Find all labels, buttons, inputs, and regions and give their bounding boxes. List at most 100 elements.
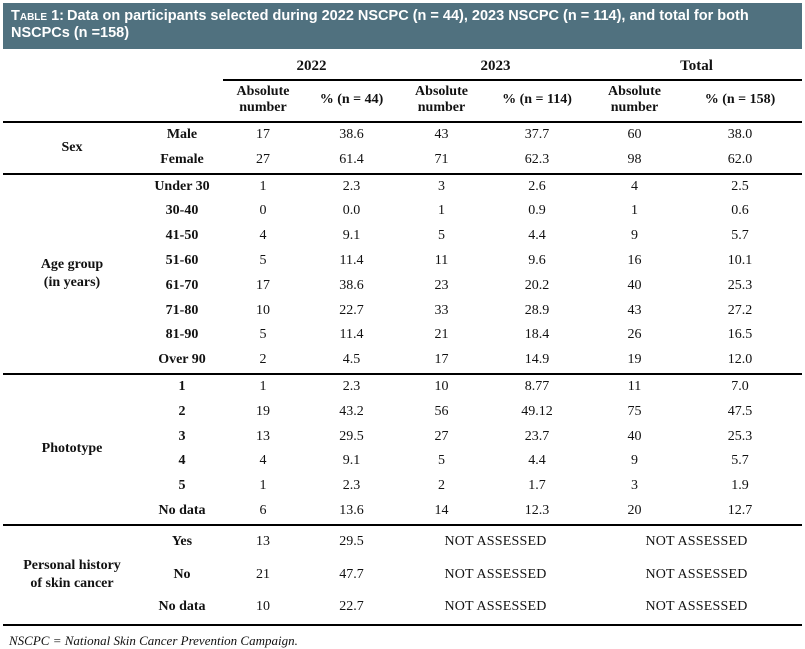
value-cell: 5 [438, 453, 445, 469]
col-header-pct-2023: % (n = 114) [483, 79, 591, 123]
value-cell: 2 [438, 478, 445, 494]
value-cell: 0.0 [342, 203, 361, 219]
value-cell: 17 [256, 277, 270, 293]
table-row: 41-50 4 9.1 5 4.4 9 5.7 [3, 224, 802, 249]
table-title-text: Data on participants selected during 202… [11, 8, 749, 42]
value-cell: 2.3 [303, 372, 400, 400]
col-header-pct-total: % (n = 158) [678, 79, 803, 123]
value-cell: 47.5 [727, 403, 753, 419]
value-cell: 25.3 [727, 428, 753, 444]
value-cell: 4.4 [528, 228, 546, 244]
value-cell: 40 [627, 428, 642, 444]
category-cell: Sex [3, 120, 141, 174]
value-cell: 11.4 [339, 327, 364, 343]
row-label: Over 90 [158, 352, 206, 368]
value-cell: 2.3 [342, 478, 361, 494]
value-cell: 2.5 [678, 172, 803, 200]
value-cell: 43 [627, 302, 642, 318]
value-cell: 98 [627, 151, 642, 167]
value-cell: 5 [438, 228, 445, 244]
value-cell: 4.4 [528, 453, 546, 469]
table-row: Female 27 61.4 71 62.3 98 62.0 [3, 148, 802, 174]
not-assessed-cell: NOT ASSESSED [591, 523, 803, 559]
value-cell: 27 [256, 151, 270, 167]
value-cell: 9 [631, 228, 638, 244]
value-cell: 71 [434, 151, 449, 167]
value-cell: 0.9 [528, 203, 546, 219]
value-cell: 27.2 [727, 302, 753, 318]
sub-header-row: Absolute number % (n = 44) Absolute numb… [3, 79, 803, 123]
row-label: 81-90 [165, 327, 199, 343]
value-cell: 40 [627, 277, 642, 293]
value-cell: 5 [259, 327, 267, 343]
value-cell: 10 [256, 599, 270, 615]
value-cell: 75 [627, 403, 642, 419]
row-label: Female [160, 151, 204, 167]
row-label: 4 [178, 453, 186, 469]
table-row: 61-70 17 38.6 23 20.2 40 25.3 [3, 274, 802, 299]
value-cell: 1 [438, 203, 445, 219]
row-label: 61-70 [165, 277, 199, 293]
value-cell: 1 [259, 478, 267, 494]
stub-header-cell [3, 51, 223, 123]
value-cell: 12.7 [727, 502, 753, 518]
row-label: No data [158, 599, 206, 615]
value-cell: 12.0 [727, 352, 753, 368]
value-cell: 12.3 [524, 502, 550, 518]
table-row: 81-90 5 11.4 21 18.4 26 16.5 [3, 323, 802, 348]
table-row: 4 4 9.1 5 4.4 9 5.7 [3, 449, 802, 474]
not-assessed-cell: NOT ASSESSED [400, 523, 591, 559]
footnote: NSCPC = National Skin Cancer Prevention … [9, 633, 298, 649]
not-assessed-cell: NOT ASSESSED [444, 599, 547, 615]
value-cell: 29.5 [339, 428, 364, 444]
col-group-2023: 2023 [400, 51, 591, 81]
value-cell: 23 [434, 277, 449, 293]
row-label: 51-60 [165, 252, 199, 268]
value-cell: 27 [434, 428, 449, 444]
value-cell: 20 [627, 502, 642, 518]
value-cell: 9.1 [342, 453, 361, 469]
value-cell: 28.9 [524, 302, 550, 318]
row-label: 30-40 [165, 203, 199, 219]
value-cell: 10.1 [727, 252, 753, 268]
value-cell: 43 [400, 120, 483, 148]
col-header-pct-2022: % (n = 44) [303, 79, 400, 123]
value-cell: 5 [259, 252, 267, 268]
value-cell: 38.6 [339, 277, 364, 293]
value-cell: 5.7 [731, 453, 749, 469]
row-label: Male [141, 120, 223, 148]
category-cell: Phototype [3, 372, 141, 525]
category-cell: Age group (in years) [3, 172, 141, 374]
value-cell: 29.5 [303, 523, 400, 559]
value-cell: 1 [223, 172, 303, 200]
value-cell: 22.7 [339, 302, 364, 318]
value-cell: 38.6 [303, 120, 400, 148]
group-header-row: 2022 2023 Total [3, 51, 803, 123]
table-row: 3 13 29.5 27 23.7 40 25.3 [3, 425, 802, 450]
row-label: 71-80 [165, 302, 199, 318]
value-cell: 61.4 [339, 151, 364, 167]
table-row: Over 90 2 4.5 17 14.9 19 12.0 [3, 348, 802, 374]
value-cell: 7.0 [678, 372, 803, 400]
not-assessed-cell: NOT ASSESSED [645, 566, 748, 582]
value-cell: 21 [434, 327, 449, 343]
value-cell: 47.7 [339, 566, 364, 582]
table-row: Phototype 1 1 2.3 10 8.77 11 7.0 [3, 372, 803, 525]
table-row: 30-40 0 0.0 1 0.9 1 0.6 [3, 199, 802, 224]
value-cell: 62.3 [524, 151, 550, 167]
not-assessed-cell: NOT ASSESSED [444, 566, 547, 582]
col-group-total: Total [591, 51, 803, 81]
row-label: 1 [141, 372, 223, 400]
value-cell: 23.7 [524, 428, 550, 444]
value-cell: 5.7 [731, 228, 749, 244]
value-cell: 13 [256, 428, 270, 444]
row-label: No [173, 566, 191, 582]
row-label: Under 30 [141, 172, 223, 200]
value-cell: 10 [400, 372, 483, 400]
participants-table: 2022 2023 Total Absolute number % (n = 4… [3, 51, 803, 627]
row-label: 3 [178, 428, 186, 444]
row-label: No data [158, 502, 206, 518]
table-row: No data 6 13.6 14 12.3 20 12.7 [3, 499, 802, 525]
value-cell: 19 [627, 352, 642, 368]
value-cell: 56 [434, 403, 449, 419]
